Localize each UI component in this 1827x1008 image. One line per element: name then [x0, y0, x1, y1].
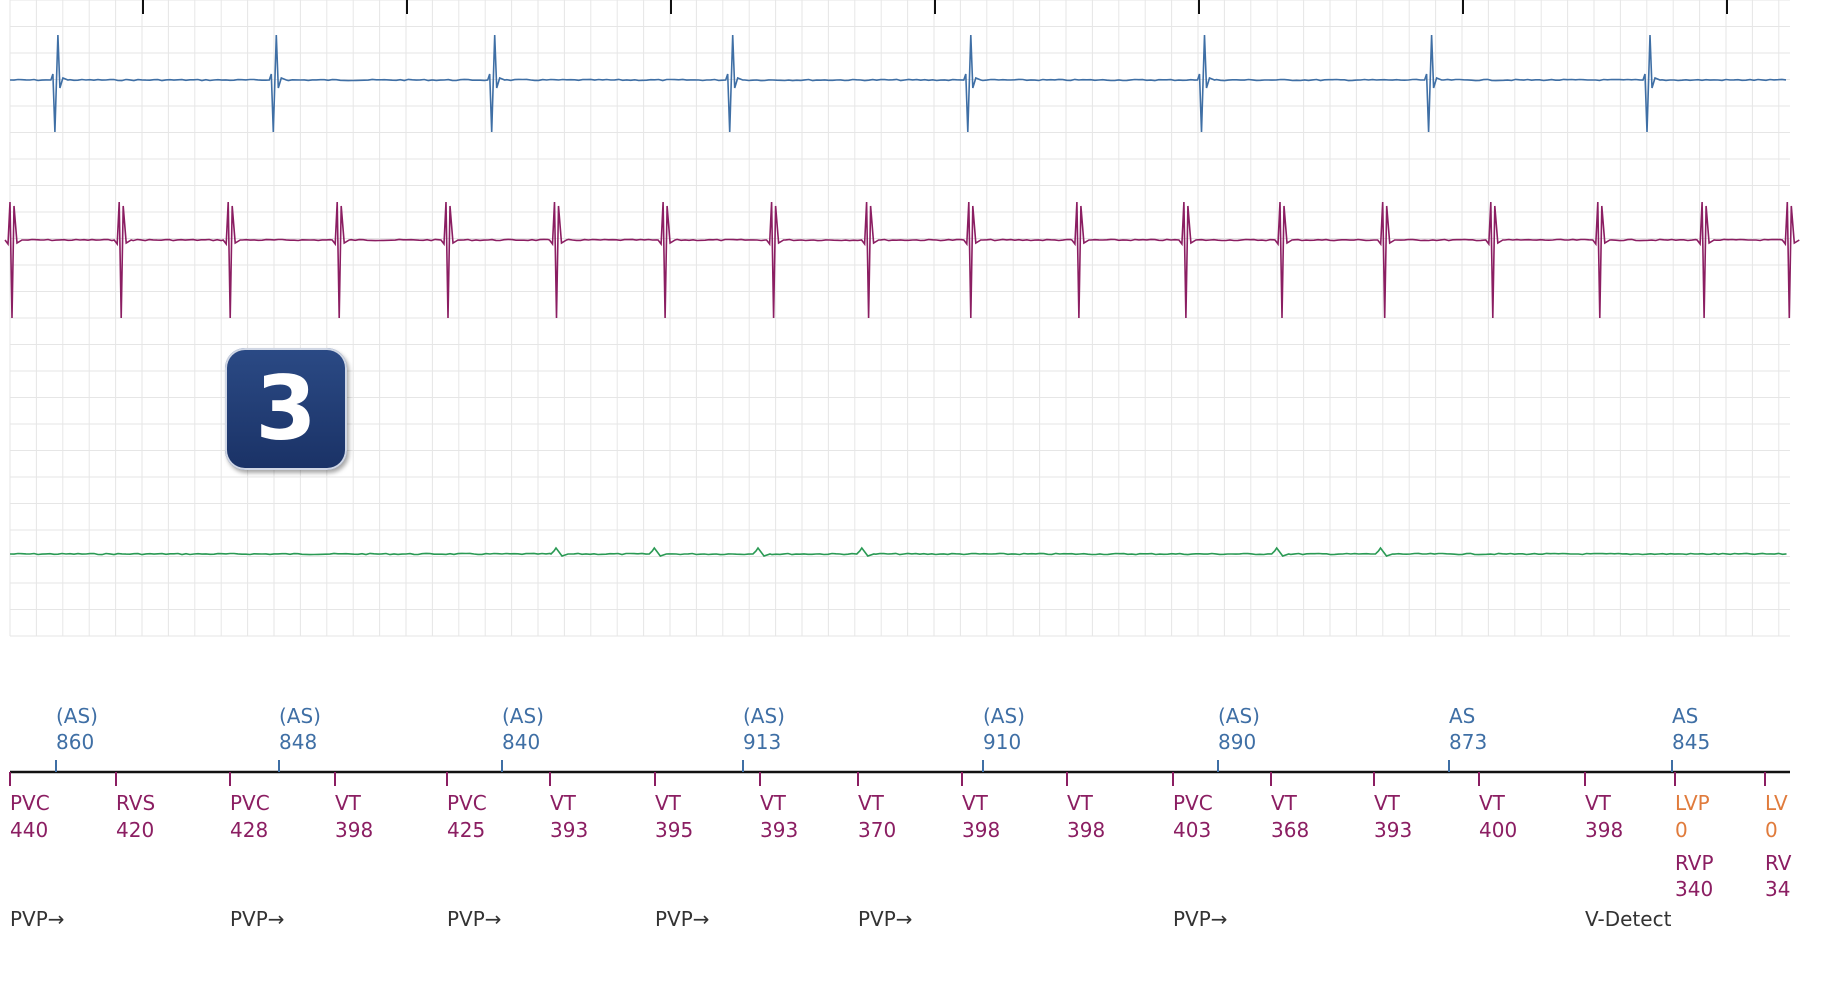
shock-egm-trace [9, 546, 1787, 557]
atrial-marker-label: (AS) [1218, 704, 1260, 728]
ventricular-marker-label: LV [1765, 791, 1788, 815]
ventricular-marker-label: VT [962, 791, 989, 815]
atrial-marker-label: (AS) [502, 704, 544, 728]
ventricular-marker-interval: 420 [116, 818, 154, 842]
top-timeline-ticks [142, 0, 1728, 14]
ventricular-marker-label: PVC [10, 791, 50, 815]
atrial-marker-interval: 890 [1218, 730, 1256, 754]
atrial-marker-interval: 873 [1449, 730, 1487, 754]
ventricular-marker-interval: 393 [550, 818, 588, 842]
ventricular-marker-interval: 368 [1271, 818, 1309, 842]
ventricular-marker-label: VT [1374, 791, 1401, 815]
ventricular-marker-interval: 398 [1585, 818, 1623, 842]
rhythm-annotation: PVP→ [447, 907, 502, 931]
rhythm-annotation: PVP→ [10, 907, 65, 931]
ventricular-marker-interval: 428 [230, 818, 268, 842]
ventricular-marker-interval: 398 [962, 818, 1000, 842]
step-number-badge: 3 [225, 348, 347, 470]
ventricular-marker-label: VT [1067, 791, 1094, 815]
atrial-egm-trace [9, 34, 1787, 133]
ventricular-egm-trace [4, 201, 1800, 319]
ventricular-marker-interval: 0 [1765, 818, 1778, 842]
ventricular-marker-label: VT [858, 791, 885, 815]
ventricular-marker-label: VT [335, 791, 362, 815]
rhythm-annotation: PVP→ [655, 907, 710, 931]
ventricular-marker-interval: 393 [760, 818, 798, 842]
ventricular-marker-label: VT [760, 791, 787, 815]
marker-channel: (AS)860(AS)848(AS)840(AS)913(AS)910(AS)8… [9, 704, 1792, 931]
atrial-marker-interval: 860 [56, 730, 94, 754]
ventricular-marker-interval: 425 [447, 818, 485, 842]
ventricular-marker-label: VT [1271, 791, 1298, 815]
ventricular-marker-label: PVC [1173, 791, 1213, 815]
atrial-marker-label: (AS) [279, 704, 321, 728]
ventricular-marker-label: RVS [116, 791, 155, 815]
atrial-marker-interval: 845 [1672, 730, 1710, 754]
ventricular-marker-interval: 393 [1374, 818, 1412, 842]
ventricular-marker-label: VT [1585, 791, 1612, 815]
atrial-marker-label: AS [1449, 704, 1475, 728]
atrial-marker-label: (AS) [983, 704, 1025, 728]
ventricular-marker-label: LVP [1675, 791, 1710, 815]
ventricular-sub-marker-interval: 340 [1675, 877, 1713, 901]
atrial-marker-label: (AS) [743, 704, 785, 728]
rhythm-annotation: V-Detect [1585, 907, 1672, 931]
ventricular-sub-marker-label: RV [1765, 851, 1792, 875]
rhythm-annotation: PVP→ [858, 907, 913, 931]
ventricular-sub-marker-interval: 34 [1765, 877, 1790, 901]
atrial-marker-label: (AS) [56, 704, 98, 728]
ventricular-marker-label: VT [655, 791, 682, 815]
ventricular-marker-label: PVC [230, 791, 270, 815]
ventricular-marker-interval: 398 [335, 818, 373, 842]
ventricular-marker-interval: 440 [10, 818, 48, 842]
ventricular-sub-marker-label: RVP [1675, 851, 1714, 875]
ventricular-marker-interval: 403 [1173, 818, 1211, 842]
ventricular-marker-interval: 0 [1675, 818, 1688, 842]
ventricular-marker-interval: 398 [1067, 818, 1105, 842]
ventricular-marker-interval: 370 [858, 818, 896, 842]
atrial-marker-interval: 913 [743, 730, 781, 754]
ventricular-marker-label: PVC [447, 791, 487, 815]
atrial-marker-interval: 910 [983, 730, 1021, 754]
grid [9, 0, 1790, 637]
rhythm-annotation: PVP→ [1173, 907, 1228, 931]
ventricular-marker-label: VT [1479, 791, 1506, 815]
atrial-marker-interval: 840 [502, 730, 540, 754]
ventricular-marker-label: VT [550, 791, 577, 815]
atrial-marker-label: AS [1672, 704, 1698, 728]
ventricular-marker-interval: 395 [655, 818, 693, 842]
ventricular-marker-interval: 400 [1479, 818, 1517, 842]
rhythm-annotation: PVP→ [230, 907, 285, 931]
atrial-marker-interval: 848 [279, 730, 317, 754]
